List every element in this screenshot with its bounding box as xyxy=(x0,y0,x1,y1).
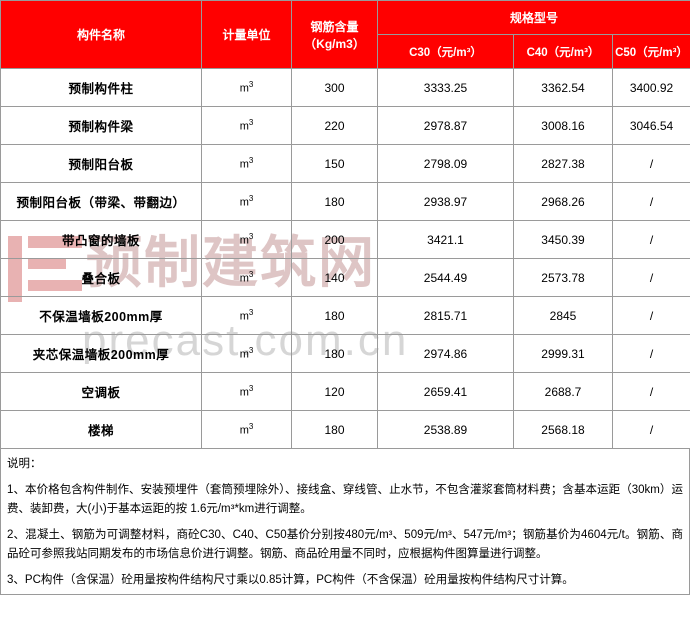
header-rebar-line1: 钢筋含量 xyxy=(310,19,359,34)
cell-name: 不保温墙板200mm厚 xyxy=(0,296,202,335)
cell-rebar: 180 xyxy=(291,334,378,373)
cell-c30: 3333.25 xyxy=(377,68,514,107)
table-row: 空调板 m3 120 2659.41 2688.7 / xyxy=(0,372,690,411)
cell-c30: 2974.86 xyxy=(377,334,514,373)
table-body: 预制构件柱 m3 300 3333.25 3362.54 3400.92 预制构… xyxy=(0,68,690,449)
cell-name: 空调板 xyxy=(0,372,202,411)
cell-rebar: 180 xyxy=(291,410,378,449)
table-row: 预制阳台板（带梁、带翻边） m3 180 2938.97 2968.26 / xyxy=(0,182,690,221)
cell-rebar: 180 xyxy=(291,182,378,221)
table-row: 预制构件梁 m3 220 2978.87 3008.16 3046.54 xyxy=(0,106,690,145)
table-row: 带凸窗的墙板 m3 200 3421.1 3450.39 / xyxy=(0,220,690,259)
notes-title: 说明： xyxy=(7,458,42,470)
header-c50: C50（元/m³） xyxy=(611,34,690,69)
cell-c40: 3362.54 xyxy=(513,68,613,107)
cell-unit: m3 xyxy=(201,68,292,107)
note-item-2: 2、混凝土、钢筋为可调整材料，商砼C30、C40、C50基价分别按480元/m³… xyxy=(7,528,683,560)
note-item-1: 1、本价格包含构件制作、安装预埋件（套筒预埋除外）、接线盒、穿线管、止水节，不包… xyxy=(7,483,683,515)
table-row: 预制阳台板 m3 150 2798.09 2827.38 / xyxy=(0,144,690,183)
cell-c50: / xyxy=(611,372,690,411)
cell-c50: / xyxy=(611,334,690,373)
cell-c40: 2999.31 xyxy=(513,334,613,373)
cell-name: 预制构件柱 xyxy=(0,68,202,107)
table-row: 楼梯 m3 180 2538.89 2568.18 / xyxy=(0,410,690,449)
cell-c40: 3008.16 xyxy=(513,106,613,145)
cell-c40: 2827.38 xyxy=(513,144,613,183)
cell-unit: m3 xyxy=(201,334,292,373)
cell-c30: 2538.89 xyxy=(377,410,514,449)
cell-c30: 2938.97 xyxy=(377,182,514,221)
cell-c40: 2573.78 xyxy=(513,258,613,297)
cell-c50: / xyxy=(611,182,690,221)
cell-name: 预制阳台板（带梁、带翻边） xyxy=(0,182,202,221)
cell-unit: m3 xyxy=(201,296,292,335)
cell-c50: / xyxy=(611,410,690,449)
cell-c30: 2798.09 xyxy=(377,144,514,183)
cell-c50: 3400.92 xyxy=(611,68,690,107)
cell-rebar: 120 xyxy=(291,372,378,411)
cell-c40: 2688.7 xyxy=(513,372,613,411)
cell-name: 预制阳台板 xyxy=(0,144,202,183)
cell-name: 楼梯 xyxy=(0,410,202,449)
cell-name: 预制构件梁 xyxy=(0,106,202,145)
cell-rebar: 150 xyxy=(291,144,378,183)
header-unit: 计量单位 xyxy=(201,0,292,69)
cell-unit: m3 xyxy=(201,144,292,183)
cell-c40: 2568.18 xyxy=(513,410,613,449)
header-rebar-line2: （Kg/m3） xyxy=(304,36,365,51)
header-component-name: 构件名称 xyxy=(0,0,202,69)
header-c30: C30（元/m³） xyxy=(377,34,514,69)
cell-unit: m3 xyxy=(201,106,292,145)
cell-c40: 3450.39 xyxy=(513,220,613,259)
cell-c50: / xyxy=(611,296,690,335)
cell-c30: 3421.1 xyxy=(377,220,514,259)
cell-unit: m3 xyxy=(201,220,292,259)
cell-c50: 3046.54 xyxy=(611,106,690,145)
cell-rebar: 140 xyxy=(291,258,378,297)
cell-c50: / xyxy=(611,258,690,297)
cell-unit: m3 xyxy=(201,182,292,221)
cell-name: 带凸窗的墙板 xyxy=(0,220,202,259)
cell-c30: 2815.71 xyxy=(377,296,514,335)
header-c40: C40（元/m³） xyxy=(513,34,613,69)
cell-unit: m3 xyxy=(201,258,292,297)
cell-c40: 2968.26 xyxy=(513,182,613,221)
cell-c40: 2845 xyxy=(513,296,613,335)
table-header: 构件名称 计量单位 钢筋含量 （Kg/m3） 规格型号 C30（元/m³） C4… xyxy=(0,0,690,69)
cell-unit: m3 xyxy=(201,410,292,449)
cell-rebar: 300 xyxy=(291,68,378,107)
component-price-table: 构件名称 计量单位 钢筋含量 （Kg/m3） 规格型号 C30（元/m³） C4… xyxy=(0,0,690,449)
table-row: 预制构件柱 m3 300 3333.25 3362.54 3400.92 xyxy=(0,68,690,107)
notes-section: 说明： 1、本价格包含构件制作、安装预埋件（套筒预埋除外）、接线盒、穿线管、止水… xyxy=(0,449,690,595)
cell-name: 夹芯保温墙板200mm厚 xyxy=(0,334,202,373)
cell-c30: 2659.41 xyxy=(377,372,514,411)
table-row: 叠合板 m3 140 2544.49 2573.78 / xyxy=(0,258,690,297)
table-row: 不保温墙板200mm厚 m3 180 2815.71 2845 / xyxy=(0,296,690,335)
note-item-3: 3、PC构件（含保温）砼用量按构件结构尺寸乘以0.85计算，PC构件（不含保温）… xyxy=(7,573,574,586)
cell-c30: 2544.49 xyxy=(377,258,514,297)
cell-c50: / xyxy=(611,220,690,259)
header-spec-group: 规格型号 xyxy=(376,0,690,35)
table-row: 夹芯保温墙板200mm厚 m3 180 2974.86 2999.31 / xyxy=(0,334,690,373)
cell-c30: 2978.87 xyxy=(377,106,514,145)
cell-rebar: 200 xyxy=(291,220,378,259)
cell-c50: / xyxy=(611,144,690,183)
cell-name: 叠合板 xyxy=(0,258,202,297)
header-rebar-content: 钢筋含量 （Kg/m3） xyxy=(291,0,378,69)
cell-rebar: 220 xyxy=(291,106,378,145)
cell-rebar: 180 xyxy=(291,296,378,335)
cell-unit: m3 xyxy=(201,372,292,411)
